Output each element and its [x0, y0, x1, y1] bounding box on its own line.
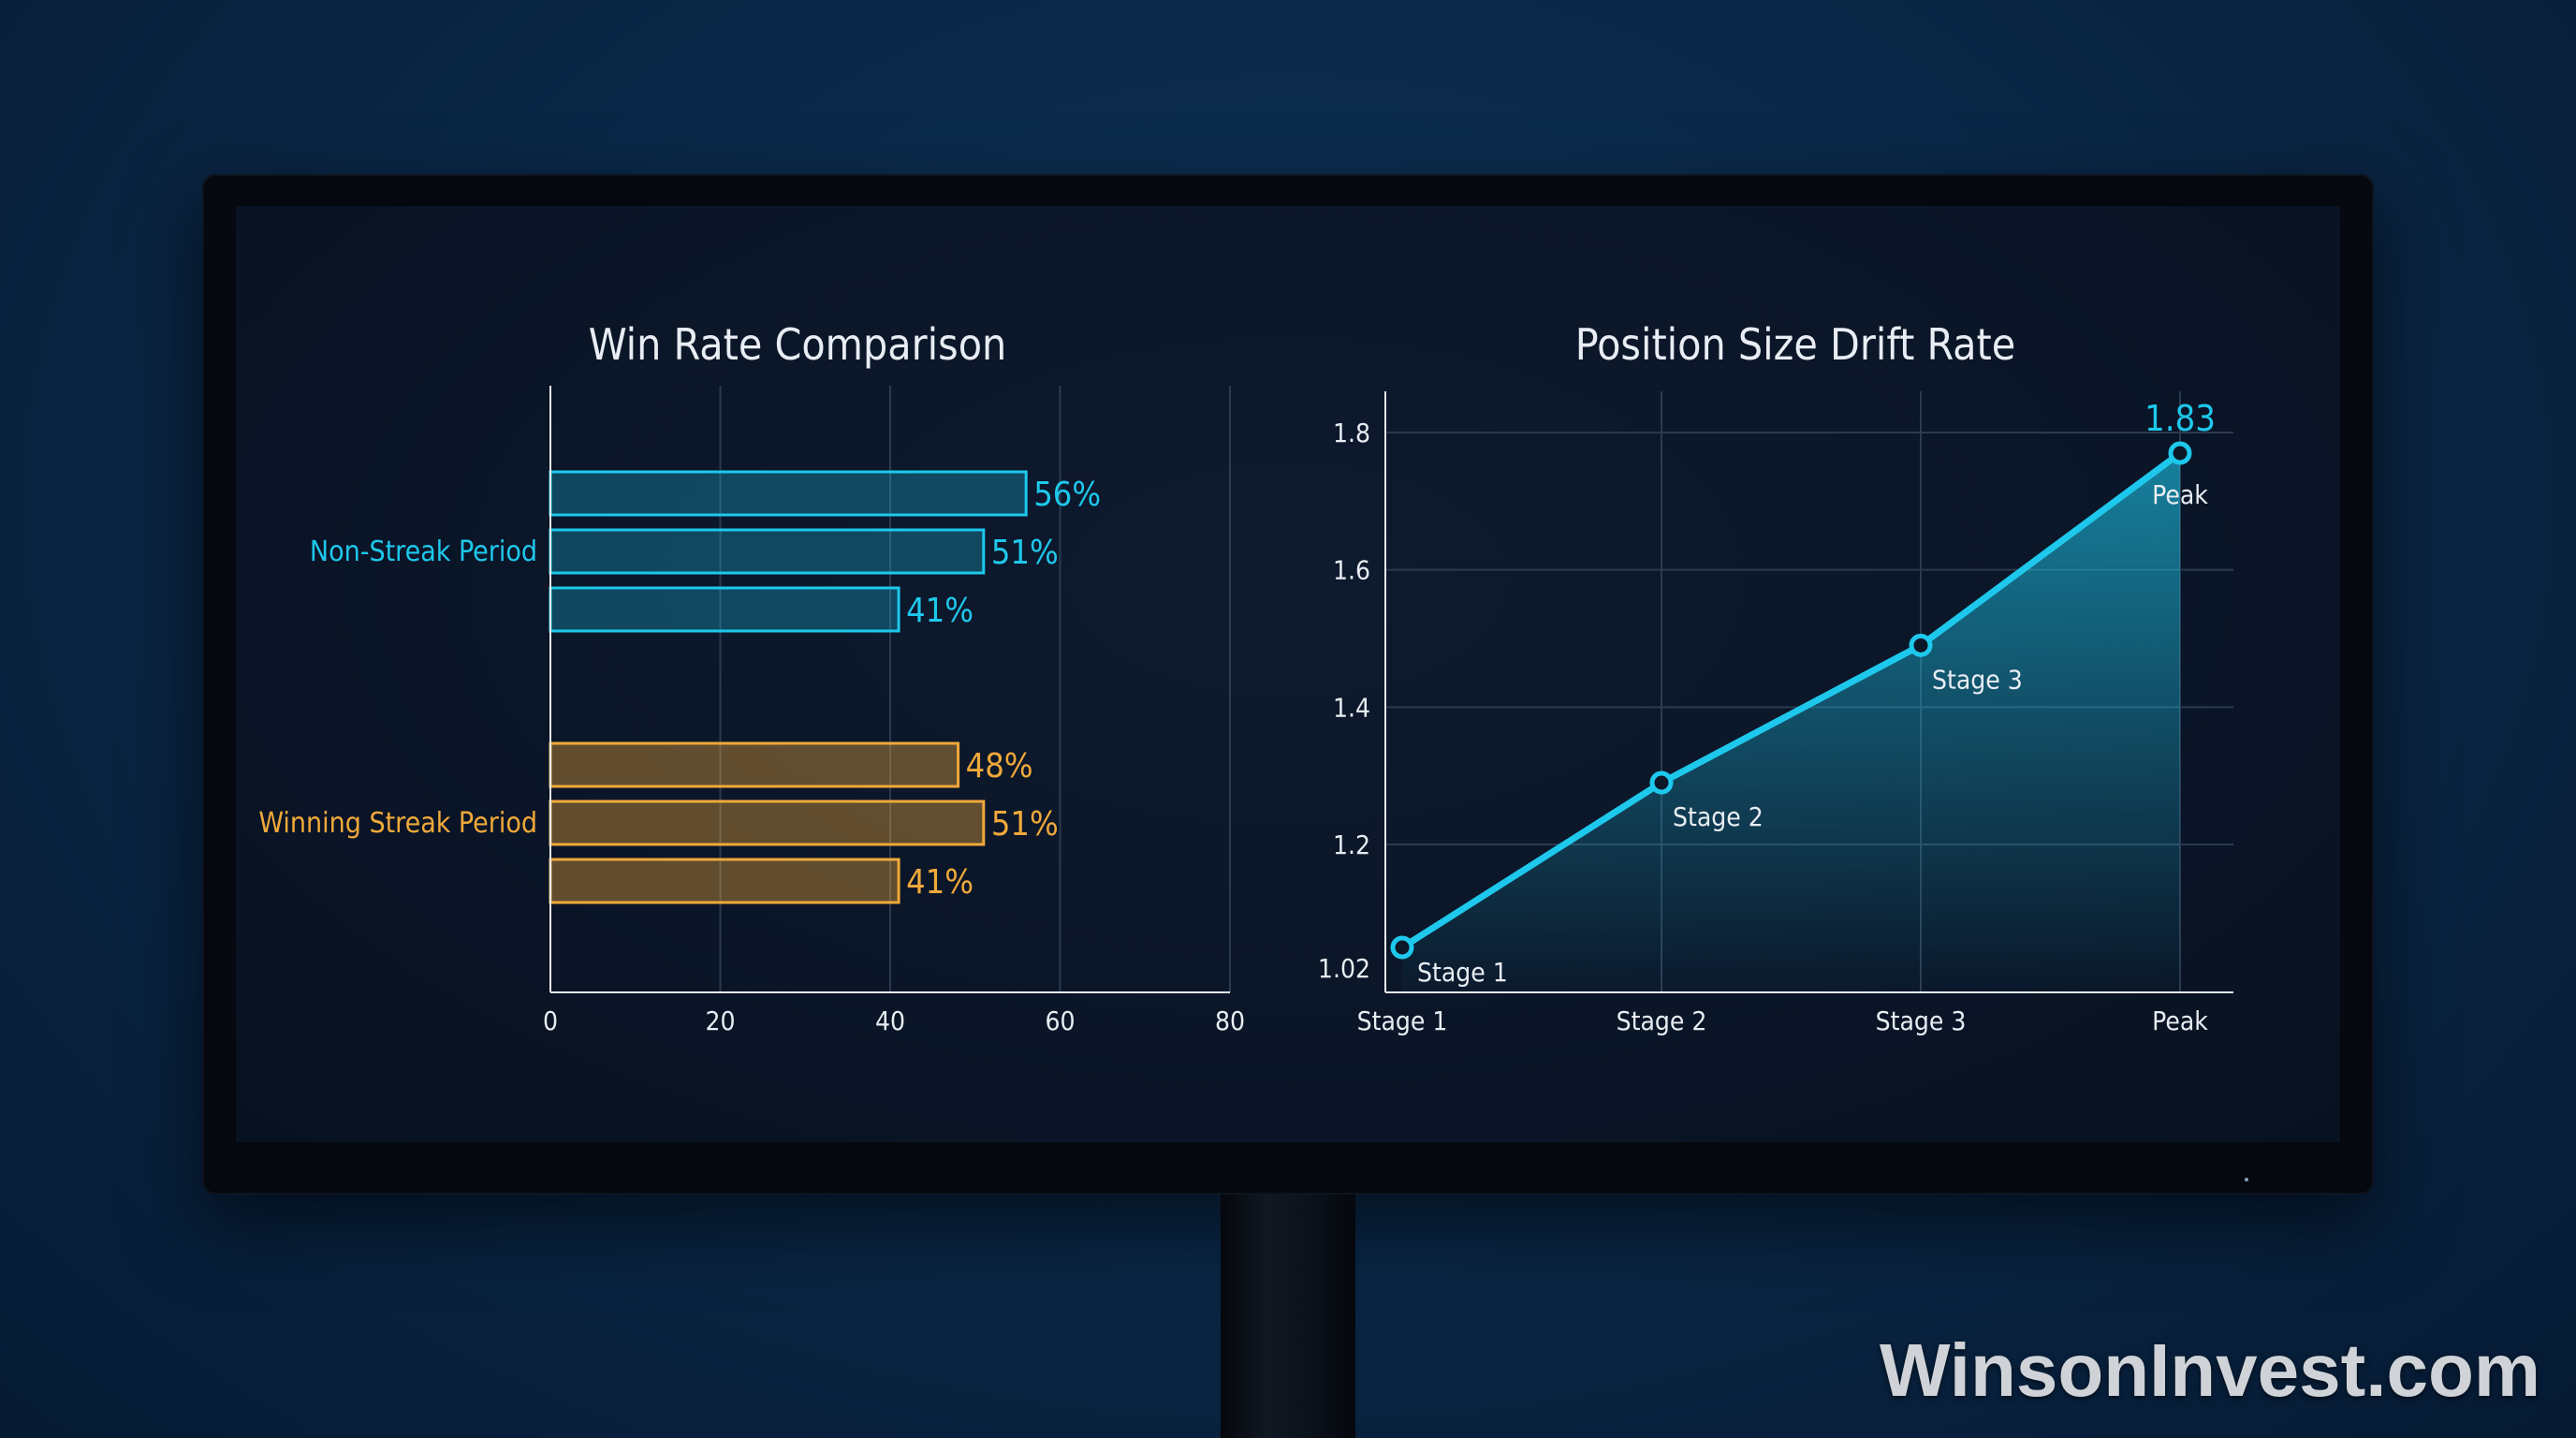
x-tick-label: 0	[543, 1005, 558, 1036]
drift-rate-axes: 1.02 1.2 1.4 1.6 1.8 Stage 1 Stage 2 Stage 3 Pea…	[1318, 391, 2233, 1036]
group-label: Non-Streak Period	[310, 536, 537, 568]
x-tick-label: 20	[705, 1005, 735, 1036]
data-point	[2168, 441, 2192, 465]
point-label: Stage 3	[1932, 664, 2023, 695]
power-indicator	[2245, 1178, 2248, 1181]
data-point	[1649, 770, 1674, 795]
bar-value-label: 48%	[966, 747, 1033, 785]
bar	[549, 741, 960, 788]
bar-value-label: 56%	[1033, 476, 1101, 514]
bar	[549, 470, 1028, 517]
bar-value-label: 41%	[906, 592, 973, 630]
watermark-text: WinsonInvest.com	[1879, 1328, 2540, 1412]
drift-rate-chart-title: Position Size Drift Rate	[1575, 319, 2015, 370]
point-label: Stage 2	[1673, 801, 1764, 832]
win-rate-chart-title: Win Rate Comparison	[589, 319, 1007, 370]
x-tick-label: 80	[1215, 1005, 1245, 1036]
x-tick-label: Peak	[2152, 1005, 2208, 1036]
win-rate-gridlines	[719, 386, 1231, 992]
x-tick-label: 60	[1045, 1005, 1075, 1036]
y-tick-label: 1.2	[1333, 829, 1370, 860]
bar-value-label: 51%	[991, 805, 1059, 844]
point-label: Peak	[2152, 479, 2208, 510]
series-line	[1400, 450, 2183, 950]
win-rate-axes: 0 20 40 60 80	[543, 386, 1245, 1036]
bar	[549, 800, 986, 846]
bar-value-label: 51%	[991, 534, 1059, 572]
win-rate-chart: Win Rate Comparison 56% 51% 41% Non-Streak …	[258, 319, 1245, 1036]
y-tick-label: 1.6	[1333, 555, 1370, 586]
point-label: Stage 1	[1417, 957, 1508, 988]
drift-rate-area: Stage 1 Stage 2 Stage 3 Peak 1.83	[1390, 398, 2216, 992]
group-label: Winning Streak Period	[258, 807, 537, 840]
bar	[549, 586, 900, 633]
data-point	[1390, 935, 1414, 960]
bar	[549, 528, 986, 575]
y-tick-label: 1.02	[1318, 953, 1370, 984]
x-tick-label: Stage 1	[1357, 1005, 1448, 1036]
data-point	[1909, 633, 1933, 657]
monitor-stand	[1221, 1195, 1355, 1438]
win-rate-bars: 56% 51% 41% Non-Streak Period 48% 51% 41% Winni…	[258, 470, 1101, 904]
x-tick-label: Stage 3	[1876, 1005, 1967, 1036]
bar-value-label: 41%	[906, 863, 973, 902]
area-fill	[1402, 453, 2180, 992]
y-tick-label: 1.8	[1333, 418, 1370, 448]
x-tick-label: 40	[875, 1005, 905, 1036]
bar	[549, 858, 900, 904]
y-tick-label: 1.4	[1333, 692, 1370, 723]
x-tick-label: Stage 2	[1617, 1005, 1707, 1036]
peak-value-label: 1.83	[2144, 398, 2216, 439]
